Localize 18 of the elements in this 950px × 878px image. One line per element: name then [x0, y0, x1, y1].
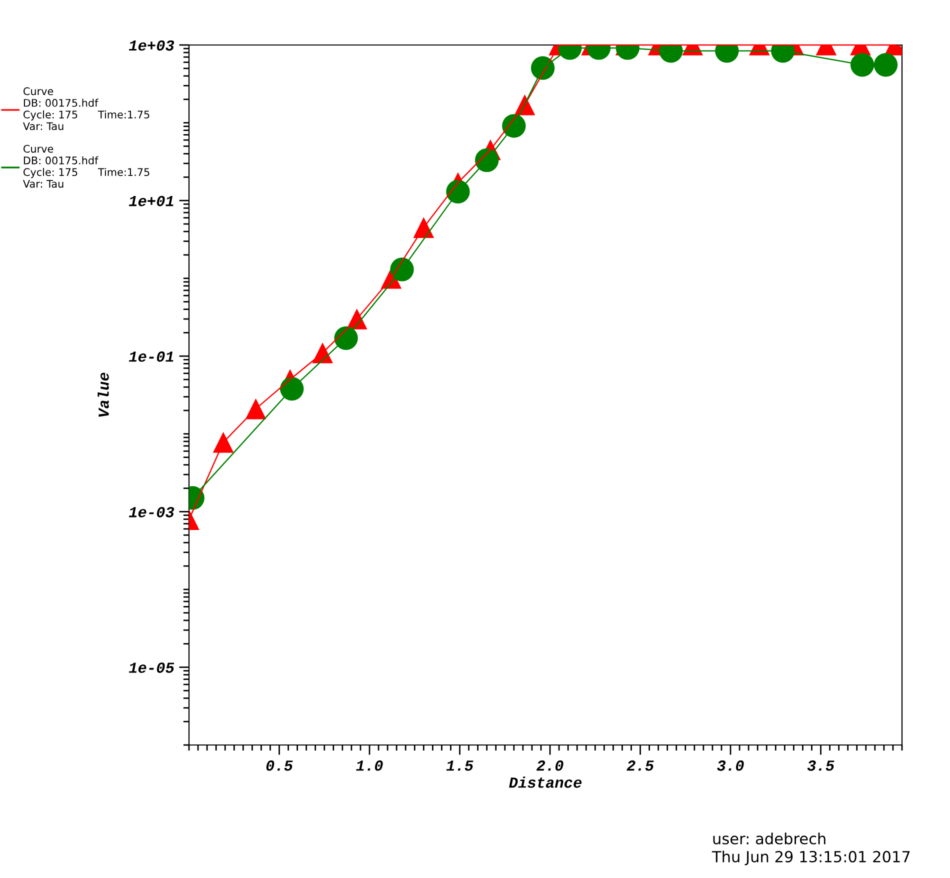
- x-tick-label: 2.5: [626, 760, 654, 771]
- x-tick-label: 2.0: [536, 760, 564, 771]
- text: user: adebrech: [713, 832, 826, 844]
- x-axis-title: Distance: [509, 776, 582, 788]
- y-tick-label: 1e-05: [128, 662, 174, 673]
- x-tick-label: 1.5: [446, 760, 474, 771]
- x-tick-label: 3.0: [717, 760, 744, 771]
- legend-label: Curve DB: 00175.hdf Cycle: 175 Time:1.75 Var: Tau: [23, 144, 150, 188]
- y-tick-label: 1e-01: [128, 351, 174, 362]
- y-tick-label: 1e-03: [128, 506, 174, 518]
- y-tick-label: 1e+03: [128, 40, 174, 51]
- x-tick-label: 0.5: [266, 760, 293, 771]
- y-axis-title: Value: [98, 372, 109, 417]
- x-tick-label: 1.0: [356, 760, 383, 771]
- y-tick-label: 1e+01: [128, 196, 174, 206]
- text: Thu Jun 29 13:15:01 2017: [712, 850, 910, 866]
- legend-label: Curve DB: 00175.hdf Cycle: 175 Time:1.75 Var: Tau: [23, 87, 150, 130]
- x-tick-label: 3.5: [807, 760, 834, 771]
